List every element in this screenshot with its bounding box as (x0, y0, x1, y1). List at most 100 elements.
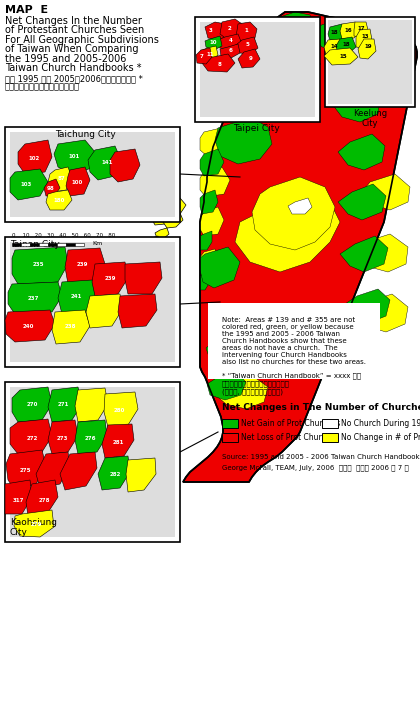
Polygon shape (356, 29, 372, 48)
Polygon shape (150, 280, 163, 291)
Text: MAP  E: MAP E (5, 5, 48, 15)
Polygon shape (200, 190, 218, 214)
Polygon shape (155, 228, 169, 239)
Polygon shape (48, 387, 82, 422)
Text: 276: 276 (84, 436, 96, 441)
Text: No Church During 1993 - 2003: No Church During 1993 - 2003 (341, 419, 420, 428)
Polygon shape (65, 248, 105, 284)
Bar (322, 419, 338, 428)
Bar (222, 433, 238, 442)
Text: 台灣地理全區基督教會數量變化圖: 台灣地理全區基督教會數量變化圖 (5, 83, 80, 92)
Polygon shape (200, 249, 218, 274)
Polygon shape (104, 392, 138, 427)
Polygon shape (44, 179, 60, 196)
Polygon shape (358, 39, 376, 59)
Polygon shape (86, 294, 122, 328)
Text: 5: 5 (245, 43, 249, 48)
Polygon shape (152, 190, 175, 209)
Bar (39, 243, 48, 246)
Polygon shape (60, 452, 97, 490)
Polygon shape (354, 22, 368, 37)
Text: 2: 2 (228, 26, 232, 31)
Polygon shape (5, 480, 32, 514)
Polygon shape (165, 198, 186, 216)
Text: the 1995 and 2005-2006: the 1995 and 2005-2006 (5, 53, 126, 63)
Polygon shape (236, 37, 258, 54)
Text: 281: 281 (112, 439, 123, 444)
Polygon shape (342, 289, 390, 324)
Text: * “Taiwan Church Handbook” = xxxx 年台: * “Taiwan Church Handbook” = xxxx 年台 (222, 372, 361, 379)
Bar (322, 433, 338, 442)
Polygon shape (153, 264, 168, 276)
Polygon shape (75, 388, 108, 422)
Polygon shape (338, 134, 385, 170)
Polygon shape (218, 34, 242, 50)
Bar (325, 17, 415, 107)
Polygon shape (328, 24, 348, 40)
Text: 180: 180 (53, 199, 65, 204)
Text: 19: 19 (364, 43, 372, 48)
Polygon shape (338, 184, 386, 220)
Polygon shape (6, 450, 46, 490)
Text: 15: 15 (339, 55, 347, 60)
Text: 235: 235 (32, 263, 44, 268)
Text: 87: 87 (57, 175, 65, 181)
Polygon shape (362, 174, 410, 210)
Polygon shape (248, 52, 288, 74)
Polygon shape (102, 424, 134, 458)
Text: 239: 239 (104, 276, 116, 281)
Polygon shape (238, 49, 260, 68)
Polygon shape (355, 234, 408, 272)
Text: George McFall, TEAM, July, 2006  蘅憿理  教同會 2006 年 7 月: George McFall, TEAM, July, 2006 蘅憿理 教同會 … (222, 464, 409, 471)
Polygon shape (12, 247, 68, 284)
Text: No Change in # of Prot Churches: No Change in # of Prot Churches (341, 433, 420, 442)
Polygon shape (8, 282, 62, 314)
Polygon shape (236, 22, 257, 44)
Polygon shape (220, 19, 242, 40)
Polygon shape (340, 236, 388, 272)
Text: Note:  Areas # 139 and # 355 are not
colored red, green, or yellow because
the 1: Note: Areas # 139 and # 355 are not colo… (222, 317, 366, 365)
Text: 6: 6 (229, 48, 233, 53)
Text: 280: 280 (113, 407, 125, 412)
Polygon shape (355, 294, 408, 332)
Text: 101: 101 (68, 155, 80, 159)
Polygon shape (88, 146, 122, 180)
Text: Taiwan Church Handbooks *: Taiwan Church Handbooks * (5, 63, 142, 73)
Polygon shape (26, 480, 58, 516)
Text: 273: 273 (56, 436, 68, 441)
Polygon shape (10, 169, 48, 200)
Polygon shape (200, 149, 224, 176)
Polygon shape (324, 39, 344, 56)
Polygon shape (58, 280, 98, 314)
Text: 17: 17 (357, 26, 365, 31)
Polygon shape (18, 140, 52, 174)
Polygon shape (52, 310, 90, 344)
Text: 比較 1995 年與 2005－2006年台灣教會手冊 *: 比較 1995 年與 2005－2006年台灣教會手冊 * (5, 75, 143, 83)
Polygon shape (202, 54, 235, 72)
Polygon shape (183, 12, 417, 482)
Polygon shape (200, 272, 210, 290)
Text: 8: 8 (218, 61, 222, 66)
Polygon shape (125, 262, 162, 294)
Polygon shape (200, 127, 235, 157)
Polygon shape (220, 60, 255, 84)
Text: of Protestant Churches Seen: of Protestant Churches Seen (5, 25, 144, 36)
Text: 3: 3 (209, 28, 213, 33)
Text: 0    10   20   30   40   50   60   70   80: 0 10 20 30 40 50 60 70 80 (12, 233, 115, 238)
Text: 18: 18 (342, 43, 350, 48)
Polygon shape (215, 118, 272, 164)
Polygon shape (330, 47, 370, 78)
Polygon shape (210, 374, 268, 409)
Text: 271: 271 (57, 402, 69, 407)
Text: 278: 278 (38, 498, 50, 503)
Text: 102: 102 (29, 155, 39, 160)
Bar (5, 237, 180, 367)
Polygon shape (5, 310, 55, 342)
Text: 238: 238 (64, 325, 76, 330)
Text: Tainan City: Tainan City (10, 240, 60, 249)
Polygon shape (200, 247, 240, 288)
Polygon shape (312, 22, 348, 49)
Polygon shape (10, 419, 52, 454)
Polygon shape (205, 36, 222, 50)
Text: Keelung
City: Keelung City (353, 109, 387, 128)
